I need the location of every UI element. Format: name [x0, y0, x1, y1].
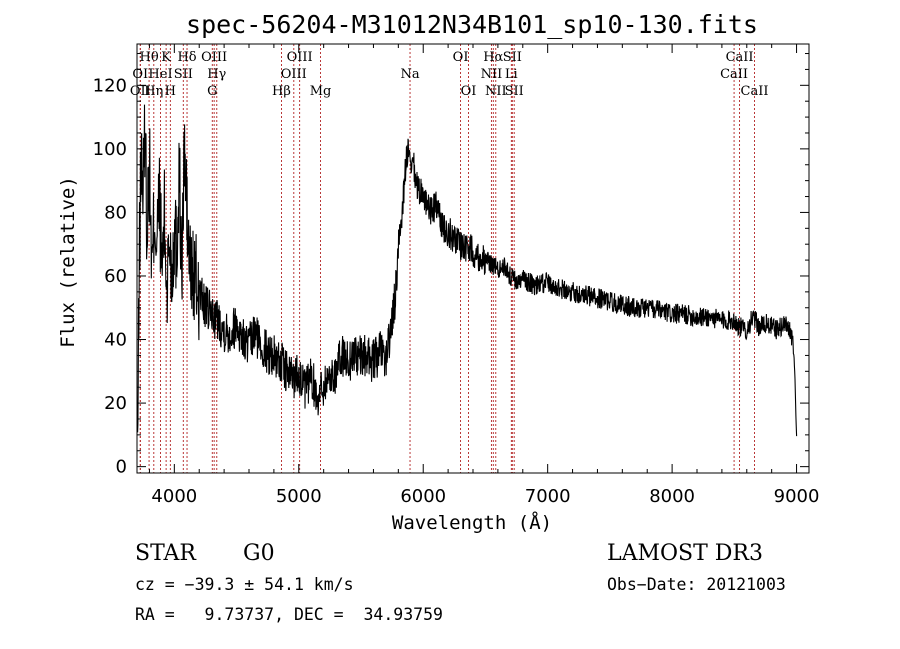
line-label-21: Hα [483, 50, 503, 65]
x-tick-label-1: 5000 [276, 486, 322, 507]
x-axis-ticks: 4000 5000 6000 7000 8000 9000 [148, 44, 820, 507]
survey-name: LAMOST DR3 [607, 541, 763, 566]
object-class: STAR [135, 541, 197, 566]
line-label-16: Na [400, 67, 419, 82]
x-tick-label-4: 8000 [649, 486, 695, 507]
line-label-1: Hθ [139, 50, 158, 65]
line-label-4: HeI [148, 67, 172, 82]
line-label-8: Hδ [177, 50, 196, 65]
line-label-10: Hγ [207, 67, 226, 82]
chart-title: spec-56204-M31012N34B101_sp10-130.fits [186, 10, 758, 39]
line-label-25: CaII [720, 67, 748, 82]
y-tick-label-3: 60 [104, 266, 127, 287]
line-label-22: SII [503, 50, 522, 65]
line-label-17: OI [453, 50, 469, 65]
x-tick-label-3: 7000 [525, 486, 571, 507]
line-label-3: Hη [144, 84, 163, 99]
ra-dec: RA = 9.73737, DEC = 34.93759 [135, 605, 443, 624]
line-label-18: OI [461, 84, 477, 99]
spectrum-line [137, 104, 798, 437]
line-label-13: OIII [281, 67, 307, 82]
line-label-19: NII [481, 67, 503, 82]
y-axis-ticks: 0 20 40 60 80 100 120 [93, 53, 809, 478]
redshift-cz: cz = −39.3 ± 54.1 km/s [135, 575, 354, 594]
line-label-5: K [161, 50, 171, 65]
line-label-6: H [165, 84, 176, 99]
x-tick-label-2: 6000 [400, 486, 446, 507]
line-label-2: OI [132, 67, 148, 82]
y-axis-label: Flux (relative) [57, 176, 79, 348]
y-tick-label-1: 20 [104, 393, 127, 414]
line-label-0: OII [130, 84, 151, 99]
y-tick-label-0: 0 [116, 457, 127, 478]
y-tick-label-5: 100 [93, 139, 127, 160]
line-label-11: G [207, 84, 217, 99]
line-label-15: Mg [310, 84, 332, 99]
line-label-23: SII [505, 84, 524, 99]
x-tick-label-5: 9000 [774, 486, 820, 507]
line-label-24: Li [505, 67, 518, 82]
line-label-9: OIII [201, 50, 227, 65]
observation-date: Obs−Date: 20121003 [607, 575, 786, 594]
line-label-7: SII [174, 67, 193, 82]
line-label-14: OIII [287, 50, 313, 65]
x-tick-label-0: 4000 [151, 486, 197, 507]
spectral-line-markers [139, 44, 755, 473]
line-label-20: NII [485, 84, 507, 99]
line-label-27: CaII [741, 84, 769, 99]
object-subclass: G0 [243, 541, 275, 566]
line-label-26: CaII [726, 50, 754, 65]
y-tick-label-4: 80 [104, 202, 127, 223]
y-tick-label-2: 40 [104, 330, 127, 351]
y-tick-label-6: 120 [93, 75, 127, 96]
line-label-12: Hβ [272, 84, 291, 99]
x-axis-label: Wavelength (Å) [392, 511, 552, 534]
